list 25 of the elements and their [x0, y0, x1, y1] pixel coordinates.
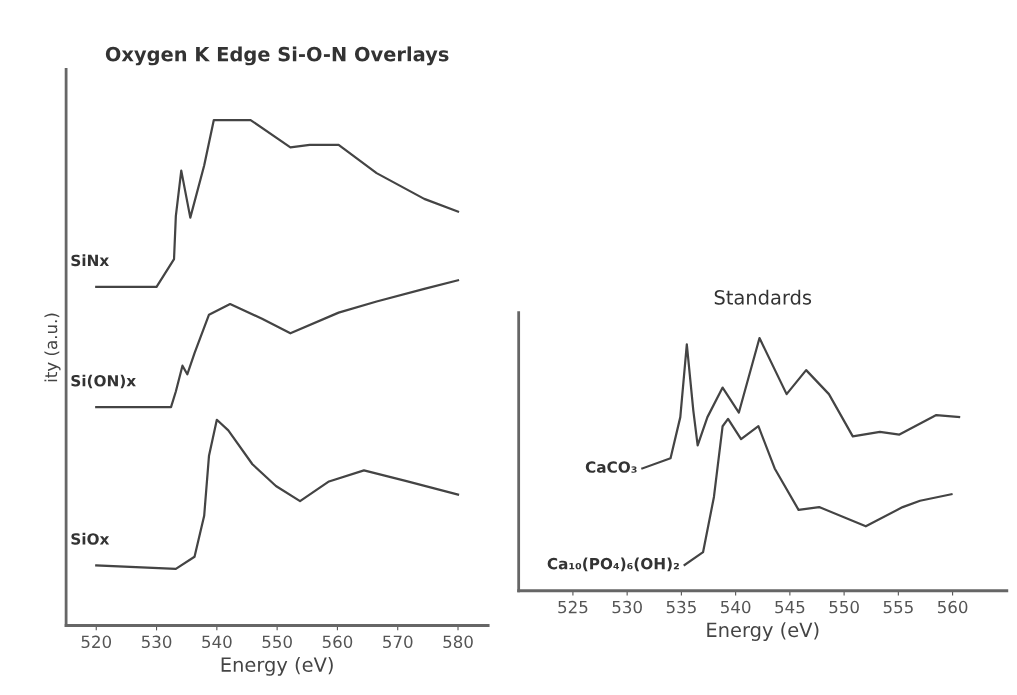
- x-tick-label: 535: [666, 600, 696, 614]
- series-label: Si(ON)x: [71, 374, 136, 389]
- series-label: CaCO₃: [585, 461, 637, 473]
- x-tick-label: 525: [558, 600, 588, 614]
- x-tick-label: 520: [81, 635, 112, 649]
- x-tick-label: 530: [141, 635, 172, 649]
- x-tick-label: 560: [937, 600, 968, 614]
- x-tick-label: 530: [612, 600, 642, 614]
- x-tick-label: 555: [883, 600, 913, 614]
- x-tick-label: 545: [775, 600, 805, 614]
- chart-title: Oxygen K Edge Si-O-N Overlays: [105, 46, 449, 66]
- x-tick-label: 560: [322, 635, 353, 649]
- x-tick-label: 540: [721, 600, 751, 614]
- series-label: SiOx: [71, 532, 110, 545]
- x-tick-label: 540: [202, 635, 232, 649]
- x-tick-label: 580: [443, 635, 473, 649]
- series-label: Ca₁₀(PO₄)₆(OH)₂: [547, 557, 679, 572]
- x-axis-title: Energy (eV): [221, 656, 333, 676]
- x-tick-label: 550: [829, 600, 859, 614]
- x-axis-title: Energy (eV): [707, 622, 819, 641]
- series-label: SiNx: [71, 254, 109, 267]
- y-axis-title: ity (a.u.): [44, 313, 61, 382]
- x-tick-label: 550: [262, 635, 292, 649]
- x-tick-label: 570: [383, 635, 413, 649]
- chart-title: Standards: [714, 289, 812, 305]
